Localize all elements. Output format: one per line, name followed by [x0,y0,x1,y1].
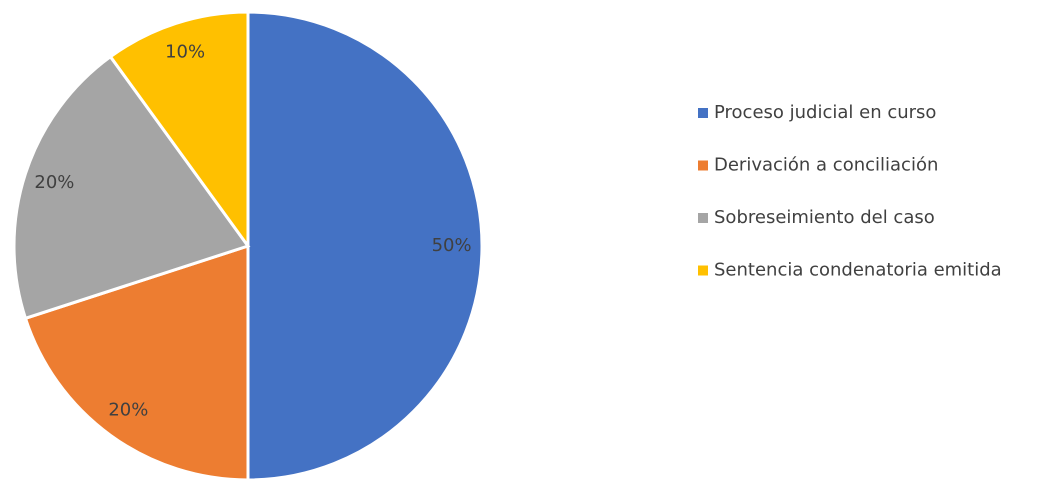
legend-swatch [698,108,708,118]
legend-swatch [698,160,708,171]
pie-slice [23,243,250,482]
data-label: 20% [34,172,74,193]
legend-swatch [698,265,708,276]
data-label: 50% [432,235,472,256]
legend-label: Sentencia condenatoria emitida [714,260,1002,281]
legend-swatch [698,213,708,223]
pie-slice [108,10,250,251]
data-label: 20% [108,400,148,421]
legend-label: Derivación a conciliación [714,155,938,176]
legend-label: Sobreseimiento del caso [714,207,935,228]
pie-slice [12,54,251,321]
legend-label: Proceso judicial en curso [714,102,936,123]
data-label: 10% [165,41,205,62]
pie-slice [246,10,484,482]
